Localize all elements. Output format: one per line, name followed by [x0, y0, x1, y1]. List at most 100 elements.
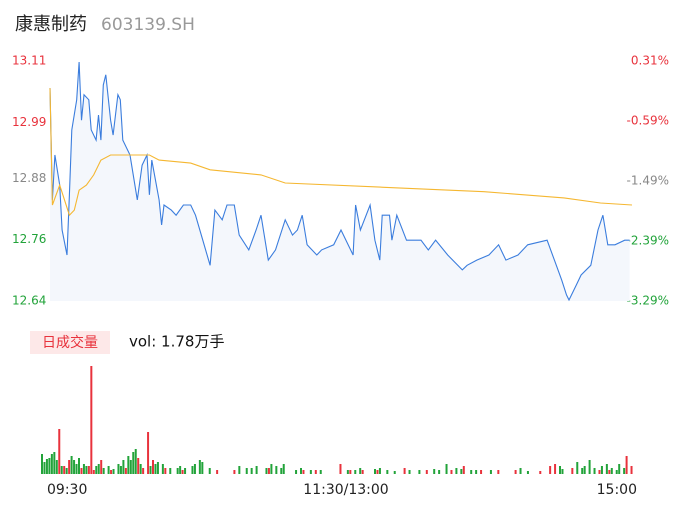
volume-bar [92, 470, 95, 474]
volume-bar [359, 468, 362, 474]
volume-bar [191, 466, 194, 474]
volume-bar [184, 468, 187, 474]
volume-bar [58, 429, 61, 474]
volume-bar [179, 466, 182, 474]
volume-bar [576, 462, 579, 474]
volume-bar [250, 468, 253, 474]
volume-bar [319, 470, 322, 474]
volume-bar [275, 466, 278, 474]
volume-bar [75, 464, 78, 474]
volume-bar [132, 452, 135, 474]
volume-bar [65, 468, 68, 474]
volume-label: 日成交量 [42, 334, 98, 351]
volume-bar [73, 460, 76, 474]
volume-bar [386, 470, 389, 474]
y2-tick-label: -0.59% [627, 114, 669, 128]
volume-bar [561, 469, 564, 474]
volume-bar [181, 470, 184, 474]
volume-bar [87, 466, 90, 474]
volume-bar [48, 458, 51, 474]
volume-bar [425, 470, 428, 474]
volume-bar [198, 460, 201, 474]
volume-bar [85, 466, 88, 474]
volume-bar [514, 470, 517, 474]
volume-bar [142, 468, 145, 474]
volume-bar [208, 468, 211, 474]
volume-bar [161, 464, 164, 474]
y-tick-label: 12.99 [12, 115, 46, 129]
volume-bar [450, 470, 453, 474]
volume-bar [169, 468, 172, 474]
volume-bar [164, 468, 167, 474]
volume-bar [526, 471, 529, 474]
volume-bar [623, 468, 626, 474]
volume-bar [70, 456, 73, 474]
volume-bar [349, 470, 352, 474]
volume-bar [97, 464, 100, 474]
volume-bar [265, 468, 268, 474]
volume-bar [554, 464, 557, 474]
volume-bar [445, 464, 448, 474]
volume-bar [583, 466, 586, 474]
volume-bar [100, 460, 103, 474]
volume-bar [376, 470, 379, 474]
volume-bar [245, 468, 248, 474]
volume-bar [216, 470, 219, 474]
volume-bar [433, 469, 436, 474]
volume-bar [403, 468, 406, 474]
y2-tick-label: -1.49% [627, 174, 669, 188]
x-tick-label: 15:00 [597, 482, 637, 498]
volume-bar [78, 458, 80, 474]
volume-bar [147, 432, 150, 474]
volume-bar [134, 449, 137, 474]
y2-tick-label: -2.39% [627, 234, 669, 248]
volume-bar [117, 464, 120, 474]
y-tick-label: 12.76 [12, 232, 46, 246]
volume-bar [475, 470, 478, 474]
average-line [49, 88, 633, 217]
volume-bar [102, 468, 105, 474]
y2-tick-label: -3.29% [627, 294, 669, 308]
volume-bar [193, 464, 196, 474]
volume-bar [339, 464, 342, 474]
volume-annotation: vol: 1.78万手 [129, 333, 224, 351]
volume-bar [80, 468, 83, 474]
volume-bar [112, 469, 115, 474]
stock-code: 603139.SH [101, 15, 195, 35]
volume-bar [139, 464, 142, 474]
volume-bar [610, 468, 613, 474]
volume-bar [549, 466, 552, 474]
volume-bar [480, 470, 483, 474]
volume-bar [270, 464, 273, 474]
y2-tick-label: 0.31% [631, 54, 669, 68]
volume-label-bg [30, 331, 110, 354]
volume-bar [300, 468, 302, 474]
volume-bar [600, 466, 603, 474]
volume-bar [60, 466, 63, 474]
volume-bar [154, 464, 157, 474]
price-line [49, 61, 630, 302]
volume-bar [82, 464, 85, 474]
volume-bar [68, 460, 71, 474]
stock-name: 康惠制药 [15, 14, 87, 35]
volume-bar [519, 468, 522, 474]
volume-bar [137, 458, 140, 474]
volume-bar [110, 470, 113, 474]
volume-bar [282, 464, 285, 474]
volume-bar [55, 460, 58, 474]
volume-bar [559, 466, 561, 474]
volume-bar [90, 366, 93, 474]
volume-bar [122, 460, 125, 474]
volume-bar [418, 470, 421, 474]
volume-bar [156, 462, 159, 474]
y-tick-label: 12.64 [12, 294, 46, 308]
volume-bar [119, 466, 122, 474]
x-tick-label: 09:30 [47, 482, 87, 498]
volume-bar [295, 470, 298, 474]
volume-bar [149, 466, 152, 474]
volume-bar [438, 470, 441, 474]
volume-bar [255, 466, 258, 474]
volume-bar [280, 468, 283, 474]
volume-bar [302, 470, 305, 474]
